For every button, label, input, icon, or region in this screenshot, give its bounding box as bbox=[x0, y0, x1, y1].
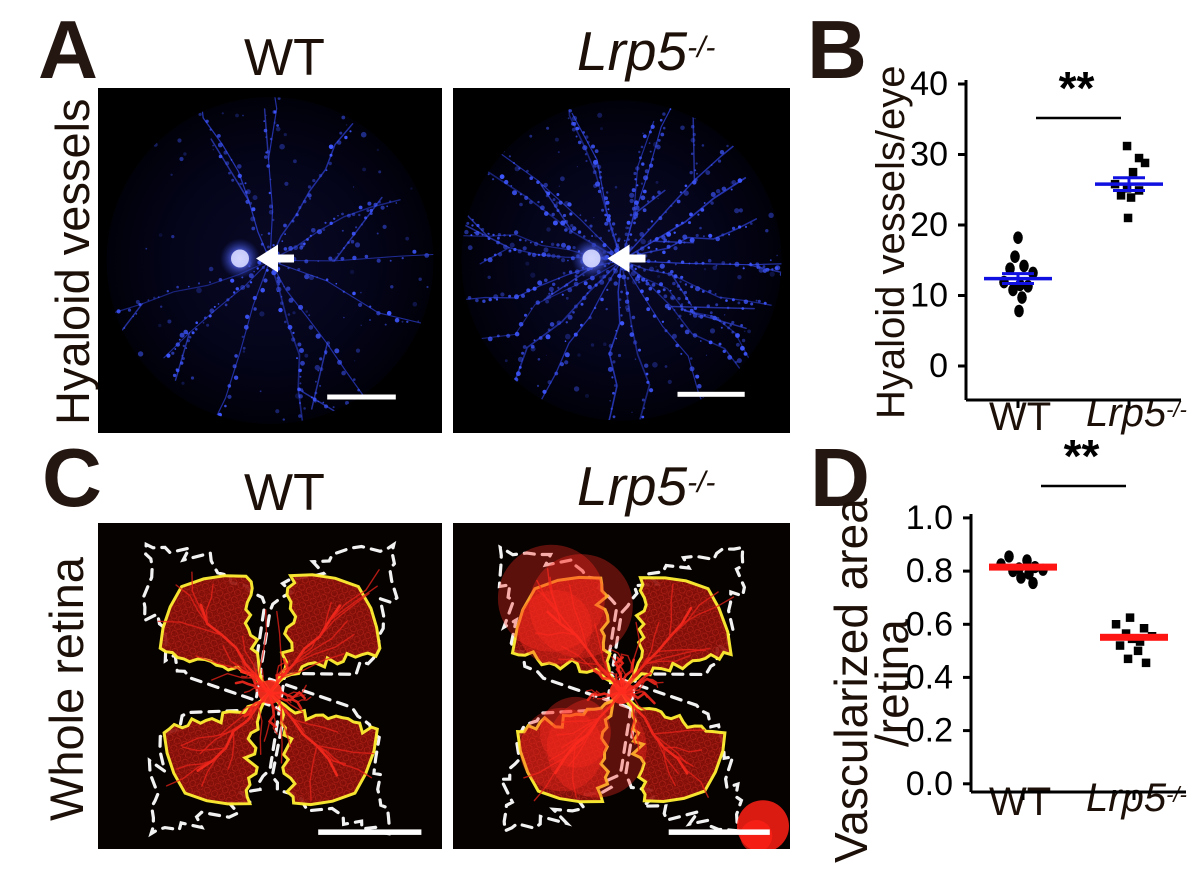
svg-text:40: 40 bbox=[910, 65, 948, 103]
svg-text:0: 0 bbox=[929, 347, 948, 385]
svg-text:0.8: 0.8 bbox=[906, 552, 953, 590]
svg-text:**: ** bbox=[1059, 62, 1095, 114]
svg-text:0.0: 0.0 bbox=[906, 765, 953, 803]
svg-text:0.2: 0.2 bbox=[906, 712, 953, 750]
svg-text:1.0: 1.0 bbox=[906, 499, 953, 537]
svg-text:30: 30 bbox=[910, 136, 948, 174]
svg-text:0.4: 0.4 bbox=[906, 658, 953, 696]
svg-text:0.6: 0.6 bbox=[906, 605, 953, 643]
svg-text:20: 20 bbox=[910, 206, 948, 244]
svg-text:10: 10 bbox=[910, 277, 948, 315]
